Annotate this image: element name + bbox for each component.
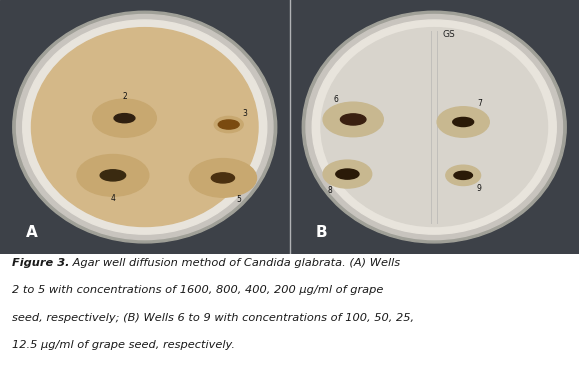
Ellipse shape [312,20,556,234]
Text: 3: 3 [243,109,247,118]
Circle shape [211,173,234,183]
Text: A: A [26,225,38,240]
Ellipse shape [306,14,562,240]
Text: 12.5 μg/ml of grape seed, respectively.: 12.5 μg/ml of grape seed, respectively. [12,340,234,350]
Text: 2 to 5 with concentrations of 1600, 800, 400, 200 μg/ml of grape: 2 to 5 with concentrations of 1600, 800,… [12,285,383,295]
Text: Agar well diffusion method of Candida glabrata. (A) Wells: Agar well diffusion method of Candida gl… [69,257,400,267]
Text: 2: 2 [122,92,127,101]
Text: 8: 8 [328,186,332,196]
Ellipse shape [77,154,149,196]
Ellipse shape [214,116,243,133]
Text: 4: 4 [111,194,115,203]
Circle shape [218,120,239,129]
Ellipse shape [446,165,481,186]
Text: Figure 3.: Figure 3. [12,257,69,267]
Circle shape [336,169,359,179]
Ellipse shape [31,27,258,227]
Text: 7: 7 [477,99,482,108]
Ellipse shape [437,107,489,137]
Ellipse shape [17,14,273,240]
Circle shape [100,170,126,181]
Circle shape [114,114,135,123]
Text: 9: 9 [477,184,482,193]
Ellipse shape [321,27,548,227]
Ellipse shape [13,11,277,243]
Text: seed, respectively; (B) Wells 6 to 9 with concentrations of 100, 50, 25,: seed, respectively; (B) Wells 6 to 9 wit… [12,312,414,322]
Ellipse shape [189,158,256,197]
Ellipse shape [302,11,566,243]
Ellipse shape [323,160,372,188]
Text: GS: GS [442,30,455,39]
Ellipse shape [23,20,267,234]
Ellipse shape [93,99,156,137]
Circle shape [340,114,366,125]
Bar [0,0,290,254]
Text: B: B [316,225,327,240]
Ellipse shape [323,102,383,137]
Circle shape [453,117,474,127]
Bar [290,0,579,254]
Text: 5: 5 [237,195,241,204]
Text: 6: 6 [334,95,338,104]
Circle shape [454,171,472,180]
